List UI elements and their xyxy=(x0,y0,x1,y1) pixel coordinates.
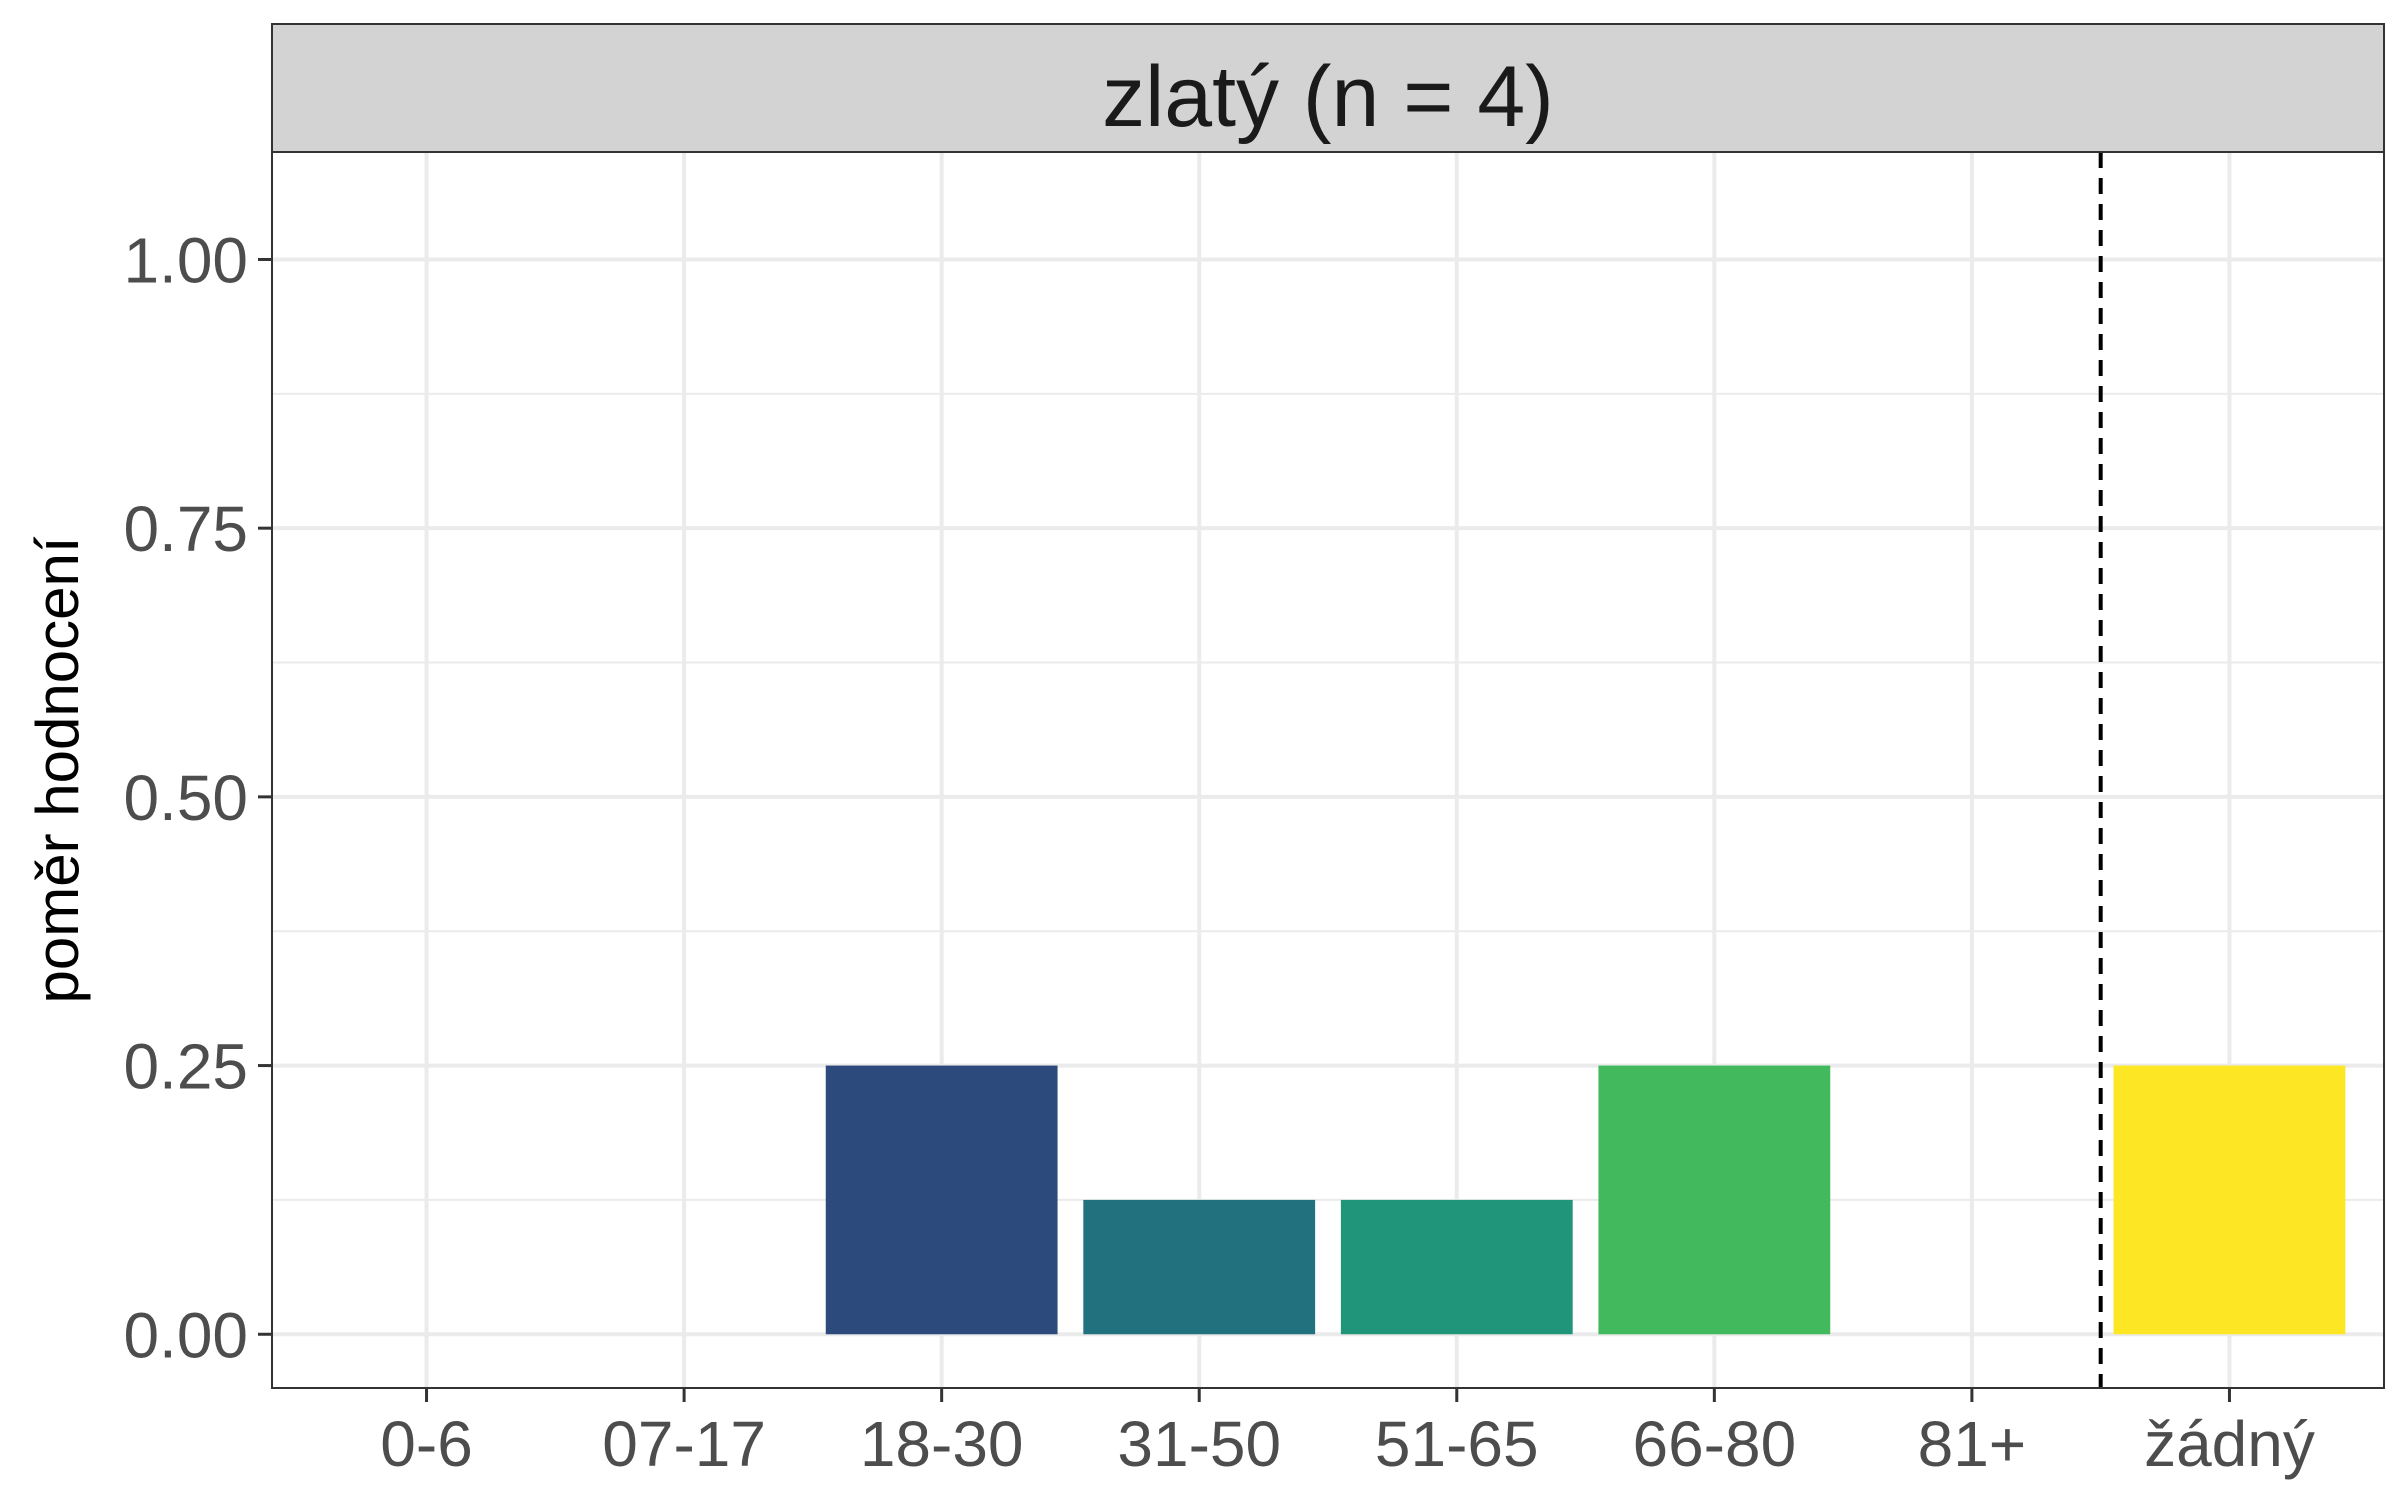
x-tick-label: žádný xyxy=(2144,1408,2315,1480)
x-tick-label: 31-50 xyxy=(1117,1408,1281,1480)
y-tick-label: 0.50 xyxy=(123,762,248,834)
x-tick-label: 18-30 xyxy=(860,1408,1024,1480)
bar-51-65 xyxy=(1340,1199,1573,1335)
y-tick-label: 1.00 xyxy=(123,224,248,296)
bar-66-80 xyxy=(1598,1065,1831,1335)
facet-strip xyxy=(271,23,2385,153)
facet-title: zlatý (n = 4) xyxy=(1102,49,1554,145)
panel-background xyxy=(272,152,2384,1388)
x-tick-label: 66-80 xyxy=(1632,1408,1796,1480)
grid xyxy=(272,152,2384,1388)
bars xyxy=(825,1065,2346,1335)
y-tick-label: 0.25 xyxy=(123,1031,248,1103)
x-tick-label: 07-17 xyxy=(602,1408,766,1480)
x-axis: 0-6 07-17 18-30 31-50 51-65 66-80 81+ žádný xyxy=(380,1388,2315,1480)
y-axis-title: poměr hodnocení xyxy=(24,536,91,1003)
bar-31-50 xyxy=(1083,1199,1316,1335)
y-tick-label: 0.75 xyxy=(123,493,248,565)
bar-žádný xyxy=(2113,1065,2346,1335)
x-tick-label: 51-65 xyxy=(1375,1408,1539,1480)
panel-border xyxy=(271,151,2385,1389)
bar-18-30 xyxy=(825,1065,1058,1335)
y-tick-label: 0.00 xyxy=(123,1299,248,1371)
x-tick-label: 0-6 xyxy=(380,1408,473,1480)
y-axis: 0.00 0.25 0.50 0.75 1.00 xyxy=(123,224,272,1371)
x-tick-label: 81+ xyxy=(1918,1408,2027,1480)
